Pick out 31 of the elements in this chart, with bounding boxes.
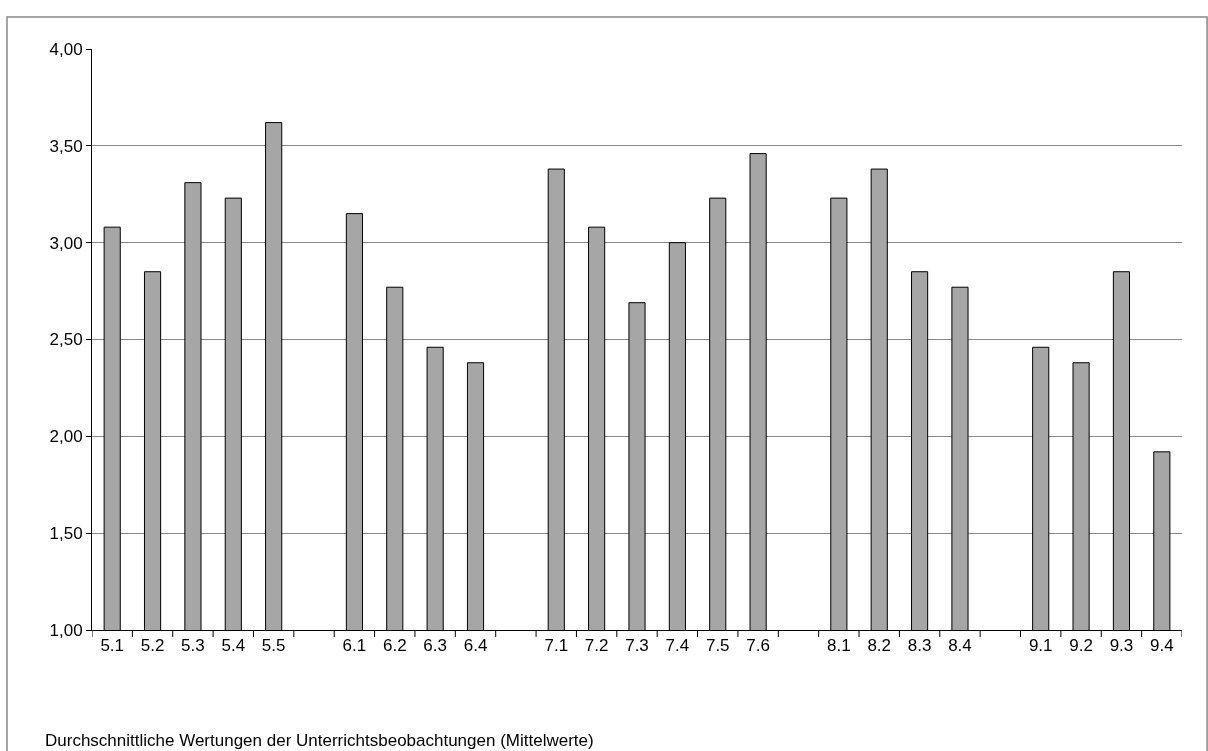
x-tick-label: 6.2 [382, 636, 407, 656]
x-tick-label: 6.1 [342, 636, 367, 656]
x-tick-label: 7.4 [665, 636, 690, 656]
y-tick-label: 2,50 [49, 330, 83, 350]
x-tick-label: 7.3 [625, 636, 649, 656]
x-tick-label: 8.3 [907, 636, 932, 656]
x-tick-label: 8.4 [948, 636, 972, 656]
x-tick-label: 7.1 [544, 636, 569, 656]
x-tick-label: 9.1 [1028, 636, 1053, 656]
y-tick-label: 4,00 [49, 39, 83, 59]
x-tick-label: 9.2 [1069, 636, 1093, 656]
y-tick-label: 3,00 [49, 233, 83, 253]
y-tick-label: 1,00 [49, 620, 83, 640]
x-tick-label: 7.2 [584, 636, 609, 656]
y-tick-label: 2,00 [49, 427, 83, 447]
x-tick-label: 5.2 [140, 636, 165, 656]
x-tick-label: 7.6 [746, 636, 770, 656]
x-tick-label: 6.4 [463, 636, 488, 656]
x-tick-label: 5.1 [100, 636, 125, 656]
x-tick-label: 8.2 [867, 636, 892, 656]
x-tick-label: 9.4 [1149, 636, 1174, 656]
x-tick-label: 5.5 [261, 636, 286, 656]
x-tick-label: 8.1 [827, 636, 851, 656]
y-tick-label: 1,50 [49, 524, 83, 544]
x-tick-label: 6.3 [423, 636, 447, 656]
y-tick-label: 3,50 [49, 136, 83, 156]
text: Durchschnittliche Wertungen der Unterrichtsbeobachtungen (Mittelwerte) [45, 731, 594, 750]
x-tick-label: 9.3 [1109, 636, 1134, 656]
x-tick-label: 7.5 [705, 636, 730, 656]
x-tick-label: 5.3 [181, 636, 205, 656]
x-tick-label: 5.4 [221, 636, 246, 656]
